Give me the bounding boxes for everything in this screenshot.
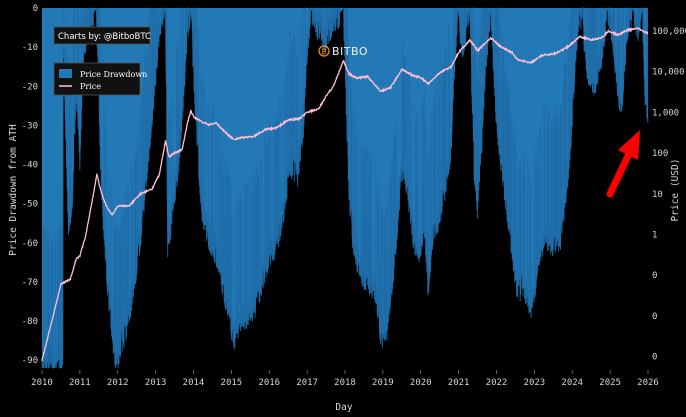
x-tick-label: 2021 (448, 378, 470, 388)
y-left-tick-label: -50 (22, 200, 38, 210)
y-left-tick-label: -70 (22, 278, 38, 288)
y-right-tick-label: 0 (652, 312, 657, 322)
legend: Price Drawdown Price (53, 62, 147, 96)
y-right-tick-label: 100 (652, 149, 668, 159)
legend-box (53, 62, 141, 96)
y-left-tick-label: -60 (22, 239, 38, 249)
y-left-tick-label: -90 (22, 356, 38, 366)
plot-area (41, 6, 649, 369)
y-left-tick-label: -10 (22, 43, 38, 53)
credit-box: Charts by: @BitboBTC (53, 26, 151, 45)
x-tick-label: 2017 (296, 378, 318, 388)
y-axis-left-ticks: 0 -10 -20 -30 -40 -50 -60 -70 -80 -90 (22, 4, 38, 366)
x-tick-label: 2011 (69, 378, 91, 388)
price-line (41, 26, 649, 362)
watermark-text: BITBO (332, 45, 368, 58)
x-tick-label: 2016 (258, 378, 280, 388)
y-left-tick-label: -30 (22, 121, 38, 131)
y-right-tick-label: 0 (652, 271, 657, 281)
x-axis-title: Day (335, 402, 352, 413)
x-tick-label: 2023 (524, 378, 546, 388)
x-tick-label: 2010 (31, 378, 53, 388)
x-tick-label: 2019 (372, 378, 394, 388)
y-right-tick-label: 10,000 (652, 68, 685, 78)
legend-label-drawdown: Price Drawdown (80, 70, 147, 79)
x-tick-label: 2022 (486, 378, 508, 388)
x-tick-label: 2012 (107, 378, 129, 388)
y-right-tick-label: 0 (652, 353, 657, 363)
x-tick-label: 2020 (410, 378, 432, 388)
x-tick-label: 2014 (183, 378, 205, 388)
y-axis-right-title: Price (USD) (670, 159, 681, 222)
y-right-tick-label: 10 (652, 190, 663, 200)
y-left-tick-label: -40 (22, 161, 38, 171)
x-tick-label: 2026 (637, 378, 659, 388)
bitcoin-logo-icon (318, 45, 330, 57)
y-right-tick-label: 1,000 (652, 108, 679, 118)
x-axis-ticks: 2010 2011 2012 2013 2014 2015 2016 2017 2018 2019… (31, 370, 659, 388)
legend-swatch-drawdown (59, 69, 72, 78)
legend-label-price: Price (80, 82, 101, 91)
y-axis-left-title: Price Drawdown from ATH (8, 124, 19, 256)
x-tick-label: 2024 (561, 378, 583, 388)
y-left-tick-label: 0 (33, 4, 38, 14)
y-right-tick-label: 1 (652, 231, 657, 241)
y-left-tick-label: -80 (22, 317, 38, 327)
bitbo-watermark: ₿ BITBO (318, 45, 368, 58)
y-left-tick-label: -20 (22, 82, 38, 92)
y-right-tick-label: 100,000 (652, 27, 686, 37)
bitcoin-logo-glyph: ₿ (321, 48, 326, 56)
credit-text: Charts by: @BitboBTC (58, 32, 151, 42)
red-arrow-annotation (606, 130, 640, 198)
x-tick-label: 2013 (145, 378, 167, 388)
price-drawdown-line (41, 6, 649, 369)
x-tick-label: 2018 (334, 378, 356, 388)
x-tick-label: 2015 (221, 378, 243, 388)
x-tick-label: 2025 (599, 378, 621, 388)
